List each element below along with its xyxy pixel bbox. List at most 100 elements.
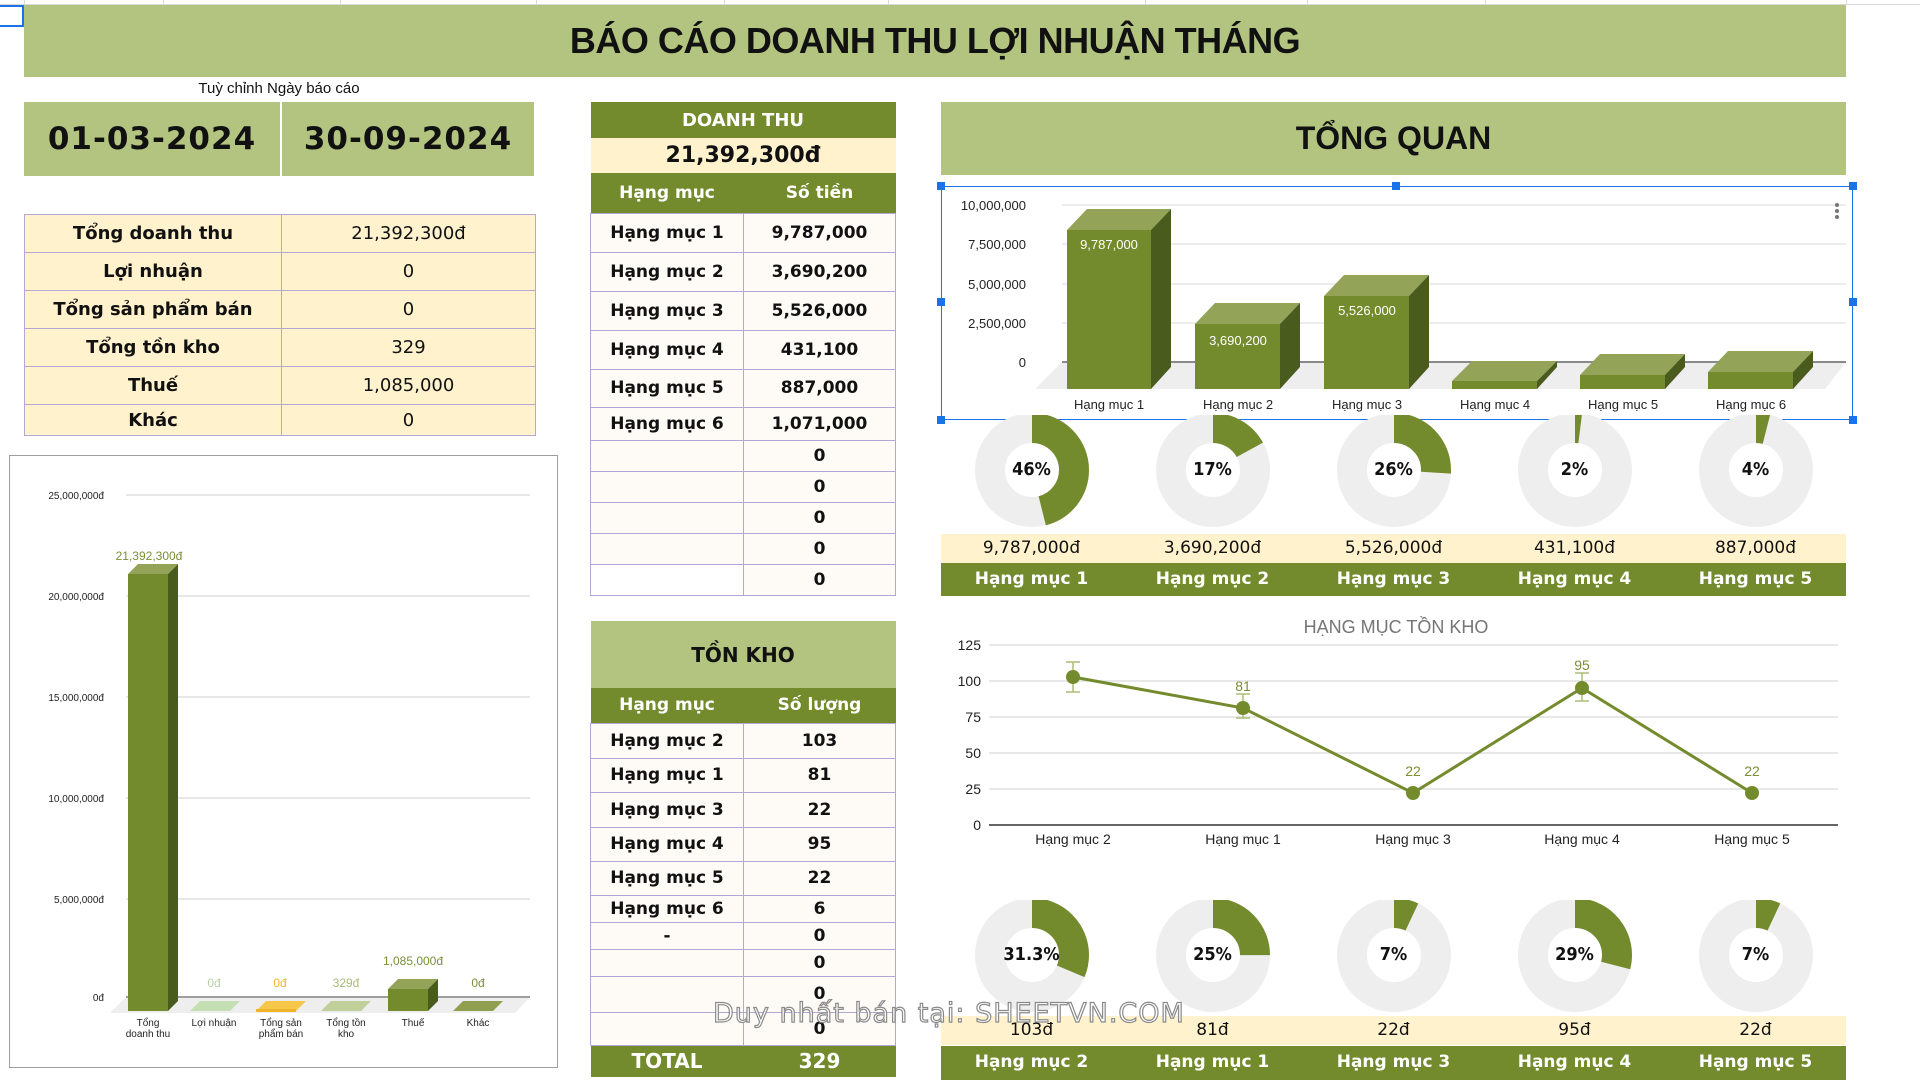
resize-handle[interactable]	[1849, 182, 1857, 190]
summary-bar-chart[interactable]: 25,000,000đ 20,000,000đ 15,000,000đ 10,0…	[9, 455, 558, 1068]
row-amount[interactable]: 431,100	[743, 329, 896, 370]
row-category[interactable]	[590, 470, 744, 503]
summary-value[interactable]: 0	[281, 404, 536, 436]
row-qty[interactable]: 22	[743, 791, 896, 828]
resize-handle[interactable]	[937, 298, 945, 306]
row-qty[interactable]: 81	[743, 757, 896, 793]
row-amount[interactable]: 887,000	[743, 368, 896, 408]
row-qty[interactable]: 22	[743, 860, 896, 896]
svg-text:Hạng mục 6: Hạng mục 6	[1716, 397, 1786, 412]
column-header-strip	[0, 0, 1920, 5]
donut-chart[interactable]: 31.3%	[941, 898, 1122, 1030]
table-row: Hạng mục 1 9,787,000	[590, 212, 896, 253]
row-category[interactable]	[590, 975, 744, 1013]
row-category[interactable]: Hạng mục 5	[590, 860, 744, 896]
svg-text:Lợi nhuận: Lợi nhuận	[192, 1018, 237, 1029]
row-amount[interactable]: 0	[743, 470, 896, 503]
start-date-cell[interactable]: 01-03-2024	[24, 102, 280, 176]
row-category[interactable]: Hạng mục 3	[590, 290, 744, 331]
donut-chart[interactable]: 46%	[941, 413, 1122, 545]
row-category[interactable]	[590, 1011, 744, 1046]
row-amount[interactable]: 0	[743, 439, 896, 472]
svg-text:329đ: 329đ	[333, 976, 360, 990]
chart-menu-icon[interactable]	[1835, 203, 1839, 219]
row-category[interactable]: Hạng mục 4	[590, 329, 744, 370]
end-date-cell[interactable]: 30-09-2024	[282, 102, 534, 176]
donut-chart[interactable]: 29%	[1484, 898, 1665, 1030]
summary-value[interactable]: 21,392,300đ	[281, 214, 536, 253]
row-amount[interactable]: 1,071,000	[743, 406, 896, 441]
summary-value[interactable]: 329	[281, 328, 536, 367]
row-qty[interactable]: 103	[743, 722, 896, 759]
row-category[interactable]	[590, 948, 744, 977]
svg-text:81: 81	[1235, 678, 1251, 694]
inventory-line-chart[interactable]: HẠNG MỤC TỒN KHO 125 100 75 50 25 0 81	[941, 607, 1846, 849]
donut-value: 5,526,000đ	[1344, 538, 1443, 558]
donut-chart[interactable]: 7%	[1303, 898, 1484, 1030]
row-qty[interactable]: 0	[743, 975, 896, 1013]
svg-text:3,690,200: 3,690,200	[1209, 333, 1267, 348]
donut-chart[interactable]: 4%	[1665, 413, 1846, 545]
svg-text:9,787,000: 9,787,000	[1080, 237, 1138, 252]
row-category[interactable]: -	[590, 921, 744, 950]
resize-handle[interactable]	[937, 182, 945, 190]
row-category[interactable]: Hạng mục 4	[590, 826, 744, 862]
resize-handle[interactable]	[937, 416, 945, 424]
donut-percent: 26%	[1374, 459, 1413, 480]
summary-label: Tổng tồn kho	[24, 328, 282, 367]
row-category[interactable]: Hạng mục 2	[590, 251, 744, 292]
row-amount[interactable]: 0	[743, 563, 896, 596]
row-qty[interactable]: 0	[743, 921, 896, 950]
donut-percent: 31.3%	[1003, 944, 1060, 965]
row-category[interactable]	[590, 439, 744, 472]
resize-handle[interactable]	[1392, 182, 1400, 190]
table-row: -0	[590, 921, 896, 950]
svg-text:Hạng mục 1: Hạng mục 1	[1074, 397, 1144, 412]
svg-text:Khác: Khác	[467, 1018, 490, 1029]
donut-chart[interactable]: 7%	[1665, 898, 1846, 1030]
summary-value[interactable]: 0	[281, 290, 536, 329]
revenue-total[interactable]: 21,392,300đ	[590, 138, 896, 173]
revenue-bar-chart[interactable]: 10,000,000 7,500,000 5,000,000 2,500,000…	[937, 182, 1857, 424]
row-category[interactable]: Hạng mục 2	[590, 722, 744, 759]
row-amount[interactable]: 0	[743, 532, 896, 565]
row-amount[interactable]: 0	[743, 501, 896, 534]
inventory-donut-row: 31.3% 25% 7% 29% 7%	[941, 898, 1846, 1030]
row-qty[interactable]: 6	[743, 894, 896, 923]
row-category[interactable]	[590, 563, 744, 596]
row-qty[interactable]: 95	[743, 826, 896, 862]
donut-name: Hạng mục 5	[1698, 1052, 1813, 1072]
donut-percent: 25%	[1193, 944, 1232, 965]
row-amount[interactable]: 3,690,200	[743, 251, 896, 292]
row-category[interactable]	[590, 501, 744, 534]
donut-name: Hạng mục 1	[974, 569, 1089, 589]
col-header-qty: Số lượng	[743, 688, 896, 723]
revenue-names-row: Hạng mục 1 Hạng mục 2 Hạng mục 3 Hạng mụ…	[941, 563, 1846, 596]
summary-row: Lợi nhuận 0	[24, 252, 536, 291]
summary-label: Tổng sản phẩm bán	[24, 290, 282, 329]
resize-handle[interactable]	[1849, 416, 1857, 424]
row-amount[interactable]: 9,787,000	[743, 212, 896, 253]
donut-chart[interactable]: 17%	[1122, 413, 1303, 545]
summary-row: Thuế 1,085,000	[24, 366, 536, 405]
row-category[interactable]: Hạng mục 6	[590, 894, 744, 923]
donut-chart[interactable]: 26%	[1303, 413, 1484, 545]
table-row: Hạng mục 5 22	[590, 860, 896, 896]
donut-chart[interactable]: 25%	[1122, 898, 1303, 1030]
resize-handle[interactable]	[1849, 298, 1857, 306]
svg-text:5,000,000: 5,000,000	[968, 277, 1026, 292]
summary-value[interactable]: 1,085,000	[281, 366, 536, 405]
row-amount[interactable]: 5,526,000	[743, 290, 896, 331]
selected-cell[interactable]	[0, 5, 24, 27]
inventory-table: TỒN KHO Hạng mục Số lượng Hạng mục 2 103 H…	[590, 621, 896, 1077]
row-category[interactable]: Hạng mục 1	[590, 212, 744, 253]
summary-value[interactable]: 0	[281, 252, 536, 291]
row-category[interactable]: Hạng mục 1	[590, 757, 744, 793]
row-qty[interactable]: 0	[743, 948, 896, 977]
row-category[interactable]: Hạng mục 6	[590, 406, 744, 441]
row-category[interactable]	[590, 532, 744, 565]
row-qty[interactable]: 0	[743, 1011, 896, 1046]
row-category[interactable]: Hạng mục 3	[590, 791, 744, 828]
donut-chart[interactable]: 2%	[1484, 413, 1665, 545]
row-category[interactable]: Hạng mục 5	[590, 368, 744, 408]
